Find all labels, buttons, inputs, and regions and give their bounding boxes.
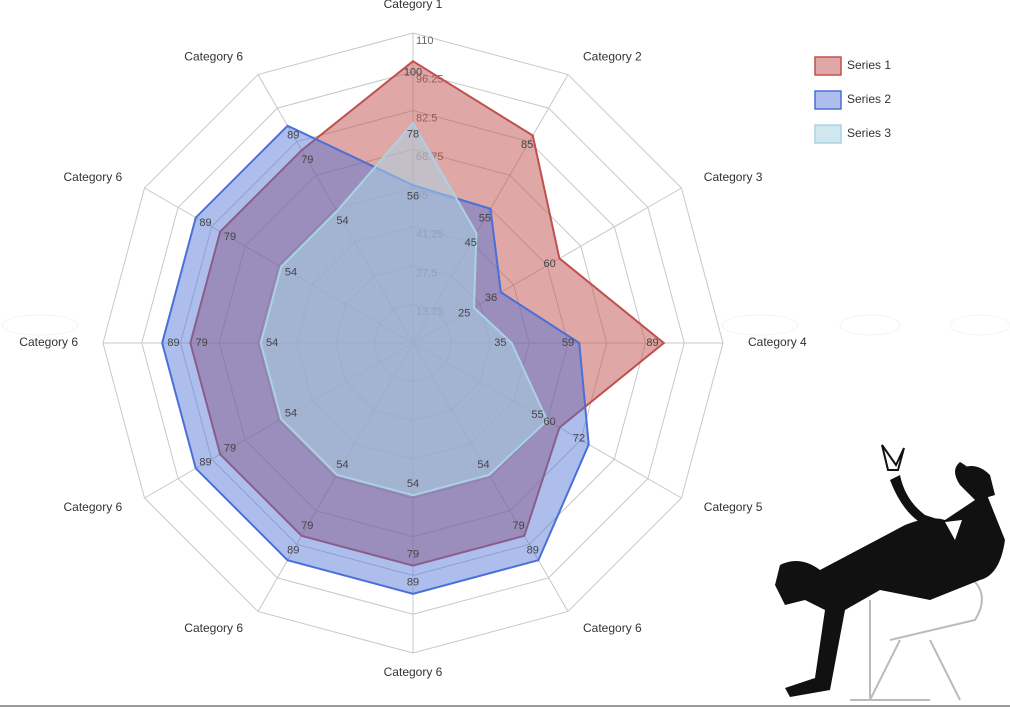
y-tick-label: 110 (416, 35, 434, 47)
category-label: Category 6 (184, 49, 243, 63)
data-label: 89 (407, 576, 419, 588)
data-label: 54 (285, 407, 297, 419)
legend-swatch (814, 124, 842, 144)
data-label: 72 (573, 433, 585, 445)
data-label: 89 (167, 337, 179, 349)
data-label: 60 (544, 258, 556, 270)
legend: Series 1 Series 2 Series 3 (814, 56, 891, 144)
legend-swatch (814, 90, 842, 110)
illustration (775, 444, 1005, 701)
data-label: 79 (301, 154, 313, 166)
data-label: 54 (285, 266, 297, 278)
data-label: 78 (407, 128, 419, 140)
category-label: Category 6 (64, 170, 123, 184)
category-label: Category 2 (583, 49, 642, 63)
data-label: 89 (199, 457, 211, 469)
data-label: 36 (485, 292, 497, 304)
data-label: 89 (287, 544, 299, 556)
category-label: Category 4 (748, 335, 807, 349)
data-label: 54 (336, 215, 348, 227)
data-label: 79 (513, 520, 525, 532)
category-label: Category 5 (704, 500, 763, 514)
legend-label: Series 2 (847, 92, 891, 106)
data-label: 89 (527, 544, 539, 556)
data-label: 60 (544, 416, 556, 428)
data-label: 79 (407, 548, 419, 560)
data-label: 55 (479, 212, 491, 224)
data-label: 35 (494, 337, 506, 349)
category-label: Category 6 (64, 500, 123, 514)
series-area (259, 121, 549, 497)
data-label: 85 (521, 139, 533, 151)
category-label: Category 6 (184, 621, 243, 635)
data-label: 45 (465, 237, 477, 249)
category-label: Category 6 (384, 665, 443, 679)
data-label: 89 (646, 337, 658, 349)
category-label: Category 1 (384, 0, 443, 11)
data-label: 54 (477, 459, 489, 471)
legend-label: Series 1 (847, 58, 891, 72)
data-label: 89 (287, 129, 299, 141)
data-label: 89 (199, 217, 211, 229)
data-label: 54 (266, 337, 278, 349)
data-label: 59 (562, 337, 574, 349)
legend-label: Series 3 (847, 126, 891, 140)
data-label: 54 (336, 459, 348, 471)
areas (161, 59, 666, 595)
data-label: 79 (196, 337, 208, 349)
category-label: Category 6 (19, 335, 78, 349)
data-label: 55 (531, 409, 543, 421)
data-label: 56 (407, 190, 419, 202)
labels: 100 85 60 89 60 79 79 79 79 79 79 79 56 55 36 59 72 89 89 8… (167, 66, 658, 588)
legend-swatch (814, 56, 842, 76)
decoration (1, 314, 1010, 336)
category-label: Category 3 (704, 170, 763, 184)
data-label: 79 (301, 520, 313, 532)
category-label: Category 6 (583, 621, 642, 635)
data-label: 100 (404, 66, 422, 78)
data-label: 25 (458, 307, 470, 319)
data-label: 79 (224, 231, 236, 243)
data-label: 54 (407, 478, 419, 490)
data-label: 79 (224, 443, 236, 455)
